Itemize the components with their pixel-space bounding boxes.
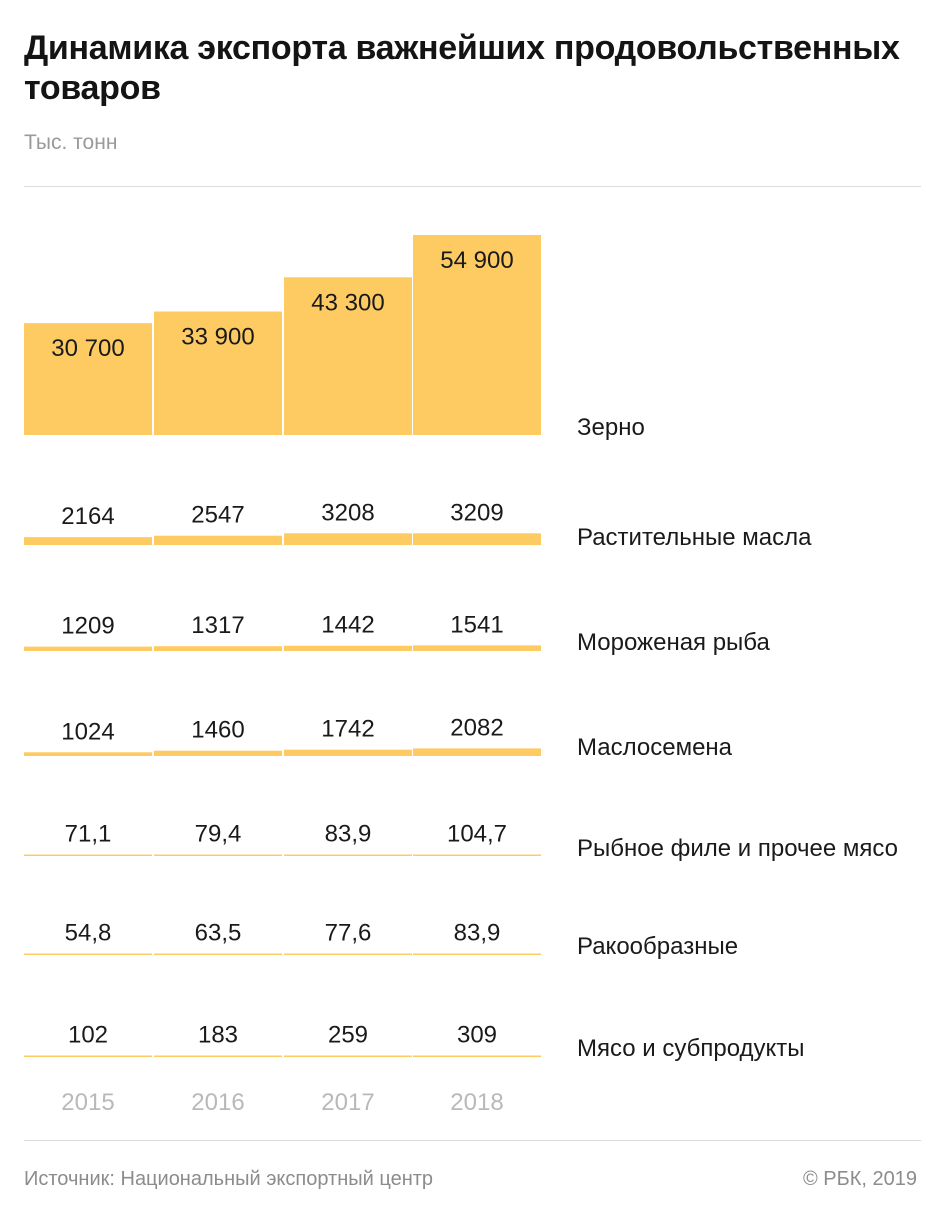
- bar-маслосемена-2017: [284, 749, 412, 756]
- copyright: © РБК, 2019: [802, 1168, 917, 1190]
- year-label: 2017: [321, 1089, 374, 1116]
- bar-зерно-2015: [24, 323, 152, 435]
- value-label: 259: [328, 1022, 368, 1049]
- bar-мороженая-рыба-2018: [413, 645, 541, 651]
- bar-растительные-масла-2017: [284, 533, 412, 545]
- value-label: 79,4: [195, 821, 242, 848]
- bar-мороженая-рыба-2015: [24, 646, 152, 651]
- value-label: 2082: [450, 714, 503, 741]
- value-label: 54 900: [440, 247, 513, 274]
- value-label: 33 900: [181, 324, 254, 351]
- value-label: 30 700: [51, 335, 124, 362]
- value-label: 63,5: [195, 920, 242, 947]
- bar-рыбное-филе-и-прочее-мясо-2016: [154, 854, 282, 856]
- bar-ракообразные-2017: [284, 953, 412, 955]
- value-label: 1317: [191, 612, 244, 639]
- bar-мясо-и-субпродукты-2017: [284, 1055, 412, 1057]
- value-label: 43 300: [311, 289, 384, 316]
- series-label: Растительные масла: [577, 524, 812, 551]
- value-label: 1442: [321, 612, 374, 639]
- chart-subtitle: Тыс. тонн: [24, 131, 118, 154]
- bar-рыбное-филе-и-прочее-мясо-2018: [413, 854, 541, 856]
- value-label: 54,8: [65, 920, 112, 947]
- series-label: Мясо и субпродукты: [577, 1035, 805, 1062]
- value-label: 83,9: [454, 920, 501, 947]
- value-label: 1541: [450, 611, 503, 638]
- series-label: Рыбное филе и прочее мясо: [577, 835, 898, 862]
- bar-маслосемена-2018: [413, 748, 541, 756]
- value-label: 102: [68, 1022, 108, 1049]
- bar-маслосемена-2015: [24, 752, 152, 756]
- bar-мясо-и-субпродукты-2018: [413, 1055, 541, 1057]
- value-label: 2164: [61, 503, 114, 530]
- bar-зерно-2018: [413, 235, 541, 435]
- value-label: 1460: [191, 717, 244, 744]
- series-label: Мороженая рыба: [577, 629, 770, 656]
- value-label: 83,9: [325, 821, 372, 848]
- bar-растительные-масла-2016: [154, 535, 282, 545]
- value-label: 3209: [450, 499, 503, 526]
- series-label: Маслосемена: [577, 734, 733, 761]
- year-label: 2015: [61, 1089, 114, 1116]
- source-note: Источник: Национальный экспортный центр: [24, 1168, 434, 1190]
- top-divider: [24, 186, 921, 187]
- year-label: 2018: [450, 1089, 503, 1116]
- bar-мясо-и-субпродукты-2015: [24, 1055, 152, 1057]
- value-label: 77,6: [325, 920, 372, 947]
- value-label: 1209: [61, 613, 114, 640]
- bar-мясо-и-субпродукты-2016: [154, 1055, 282, 1057]
- value-label: 309: [457, 1022, 497, 1049]
- bar-ракообразные-2015: [24, 953, 152, 955]
- value-label: 183: [198, 1022, 238, 1049]
- value-label: 71,1: [65, 821, 112, 848]
- bar-мороженая-рыба-2016: [154, 646, 282, 651]
- bar-рыбное-филе-и-прочее-мясо-2017: [284, 854, 412, 856]
- value-label: 3208: [321, 499, 374, 526]
- bar-зерно-2016: [154, 311, 282, 435]
- series-label: Зерно: [577, 414, 645, 441]
- value-label: 104,7: [447, 821, 507, 848]
- bottom-divider: [24, 1140, 921, 1141]
- bar-рыбное-филе-и-прочее-мясо-2015: [24, 854, 152, 856]
- value-label: 1742: [321, 716, 374, 743]
- bar-ракообразные-2016: [154, 953, 282, 955]
- value-label: 2547: [191, 502, 244, 529]
- value-label: 1024: [61, 718, 114, 745]
- bar-ракообразные-2018: [413, 953, 541, 955]
- year-label: 2016: [191, 1089, 244, 1116]
- bar-растительные-масла-2018: [413, 533, 541, 545]
- bar-мороженая-рыба-2017: [284, 645, 412, 651]
- bar-растительные-масла-2015: [24, 537, 152, 545]
- series-label: Ракообразные: [577, 933, 738, 960]
- bar-зерно-2017: [284, 277, 412, 435]
- bar-маслосемена-2016: [154, 750, 282, 756]
- chart-title: Динамика экспорта важнейших продовольств…: [24, 29, 900, 107]
